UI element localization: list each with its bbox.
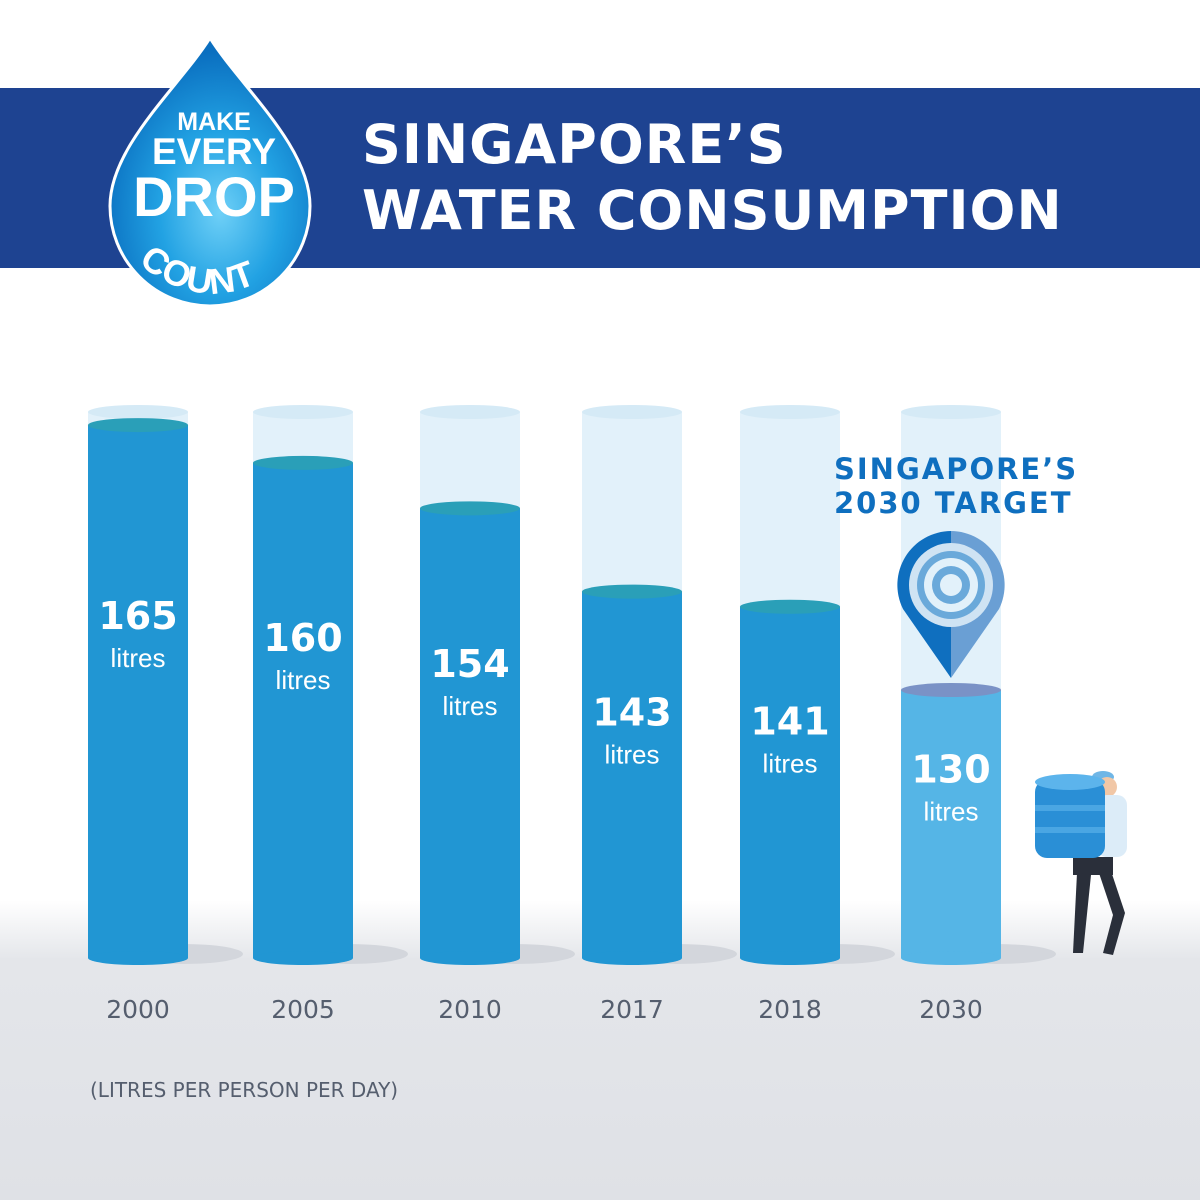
- title-line-1: SINGAPORE’S: [362, 113, 787, 176]
- target-label-line-2: 2030 TARGET: [834, 486, 1073, 520]
- x-tick-label: 2030: [919, 995, 983, 1024]
- bar-value-label: 165: [98, 594, 177, 638]
- make-every-drop-count-logo: MAKE EVERY DROP COUNT: [108, 36, 312, 308]
- bar-unit-label: litres: [924, 797, 979, 827]
- target-label: SINGAPORE’S 2030 TARGET: [834, 452, 1078, 520]
- bar-unit-label: litres: [763, 748, 818, 778]
- bar-2018: 141 litres: [740, 405, 895, 965]
- bar-2017: 143 litres: [582, 405, 737, 965]
- bar-container-top: [420, 405, 520, 419]
- x-tick-label: 2018: [758, 995, 822, 1024]
- bar-base: [901, 951, 1001, 965]
- bar-base: [420, 951, 520, 965]
- bar-value-label: 130: [911, 748, 990, 792]
- bar-2005: 160 litres: [253, 405, 408, 965]
- title-line-2: WATER CONSUMPTION: [362, 179, 1063, 242]
- bar-base: [740, 951, 840, 965]
- bar-container-top: [582, 405, 682, 419]
- page-title: SINGAPORE’S WATER CONSUMPTION: [362, 112, 1063, 244]
- bar-value-label: 143: [592, 690, 671, 734]
- bar-fill-top: [740, 599, 840, 614]
- bar-container-top: [253, 405, 353, 419]
- bar-value-label: 160: [263, 616, 342, 660]
- target-pin-icon: [897, 531, 1005, 678]
- svg-text:MAKE: MAKE: [177, 108, 251, 136]
- bar-fill: [901, 690, 1001, 958]
- bar-fill-top: [582, 584, 682, 599]
- bar-base: [582, 951, 682, 965]
- bar-fill: [88, 425, 188, 958]
- bar-fill: [253, 462, 353, 958]
- bar-fill: [420, 508, 520, 958]
- person-carrying-water-illustration: [1035, 771, 1127, 955]
- svg-text:DROP: DROP: [133, 165, 295, 228]
- unit-footnote: (LITRES PER PERSON PER DAY): [90, 1078, 399, 1102]
- bar-2030: 130 litres: [901, 405, 1056, 965]
- bar-base: [253, 951, 353, 965]
- x-tick-label: 2010: [438, 995, 502, 1024]
- bar-unit-label: litres: [111, 643, 166, 673]
- bar-2000: 165 litres: [88, 405, 243, 965]
- bar-2010: 154 litres: [420, 405, 575, 965]
- bar-value-label: 141: [750, 699, 829, 743]
- bar-fill-top: [253, 455, 353, 470]
- x-tick-label: 2005: [271, 995, 335, 1024]
- bar-unit-label: litres: [276, 665, 331, 695]
- bar-fill: [582, 591, 682, 958]
- bar-container-top: [740, 405, 840, 419]
- bar-fill-top: [901, 683, 1001, 698]
- svg-text:EVERY: EVERY: [152, 131, 276, 172]
- x-tick-label: 2000: [106, 995, 170, 1024]
- bar-unit-label: litres: [443, 691, 498, 721]
- bar-base: [88, 951, 188, 965]
- bar-value-label: 154: [430, 642, 509, 686]
- x-tick-label: 2017: [600, 995, 664, 1024]
- bar-fill-top: [88, 418, 188, 433]
- target-label-line-1: SINGAPORE’S: [834, 452, 1079, 486]
- bar-container-top: [88, 405, 188, 419]
- bar-unit-label: litres: [605, 739, 660, 769]
- bar-container-top: [901, 405, 1001, 419]
- bar-fill-top: [420, 501, 520, 516]
- bar-fill: [740, 606, 840, 958]
